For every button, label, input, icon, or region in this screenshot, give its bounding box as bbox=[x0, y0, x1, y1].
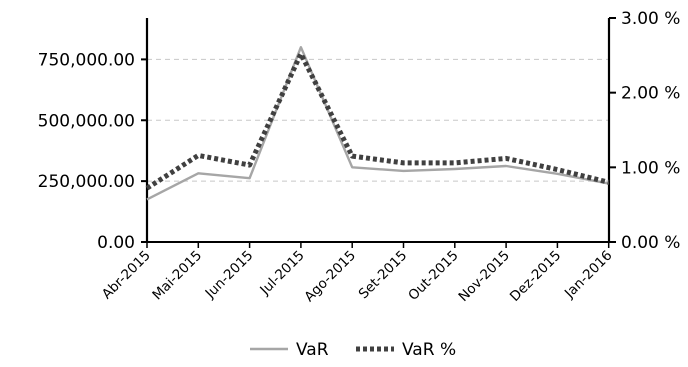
grid-lines bbox=[147, 58, 609, 182]
series-line-var-percent bbox=[145, 51, 610, 191]
legend-label: VaR bbox=[296, 340, 329, 360]
x-tick-label: Ago-2015 bbox=[301, 248, 359, 306]
x-tick-label: Jun-2015 bbox=[202, 248, 257, 303]
x-tick-label: Jan-2016 bbox=[561, 248, 615, 302]
right-tick-label: 3.00 % bbox=[621, 9, 680, 29]
series-lines bbox=[145, 46, 610, 201]
legend: VaR VaR % bbox=[250, 340, 456, 360]
series-line-var bbox=[146, 46, 609, 201]
x-tick-label: Dez-2015 bbox=[507, 248, 564, 305]
right-tick-label: 1.00 % bbox=[621, 158, 680, 178]
legend-label: VaR % bbox=[402, 340, 456, 360]
right-axis-ticks: 0.00 % 1.00 % 2.00 % 3.00 % bbox=[609, 9, 680, 253]
right-tick-label: 0.00 % bbox=[621, 233, 680, 253]
left-tick-label: 500,000.00 bbox=[38, 111, 135, 131]
right-tick-label: 2.00 % bbox=[621, 84, 680, 104]
x-tick-label: Out-2015 bbox=[405, 248, 461, 304]
left-tick-label: 250,000.00 bbox=[38, 172, 135, 192]
left-tick-label: 0.00 bbox=[97, 233, 135, 253]
x-tick-label: Set-2015 bbox=[356, 248, 411, 303]
x-tick-label: Abr-2015 bbox=[99, 248, 154, 303]
x-tick-label: Mai-2015 bbox=[149, 248, 205, 304]
left-axis-ticks: 0.00 250,000.00 500,000.00 750,000.00 bbox=[38, 50, 147, 253]
x-tick-label: Jul-2015 bbox=[256, 248, 307, 299]
x-tick-label: Nov-2015 bbox=[455, 248, 512, 305]
axes bbox=[145, 18, 611, 243]
left-tick-label: 750,000.00 bbox=[38, 50, 135, 70]
